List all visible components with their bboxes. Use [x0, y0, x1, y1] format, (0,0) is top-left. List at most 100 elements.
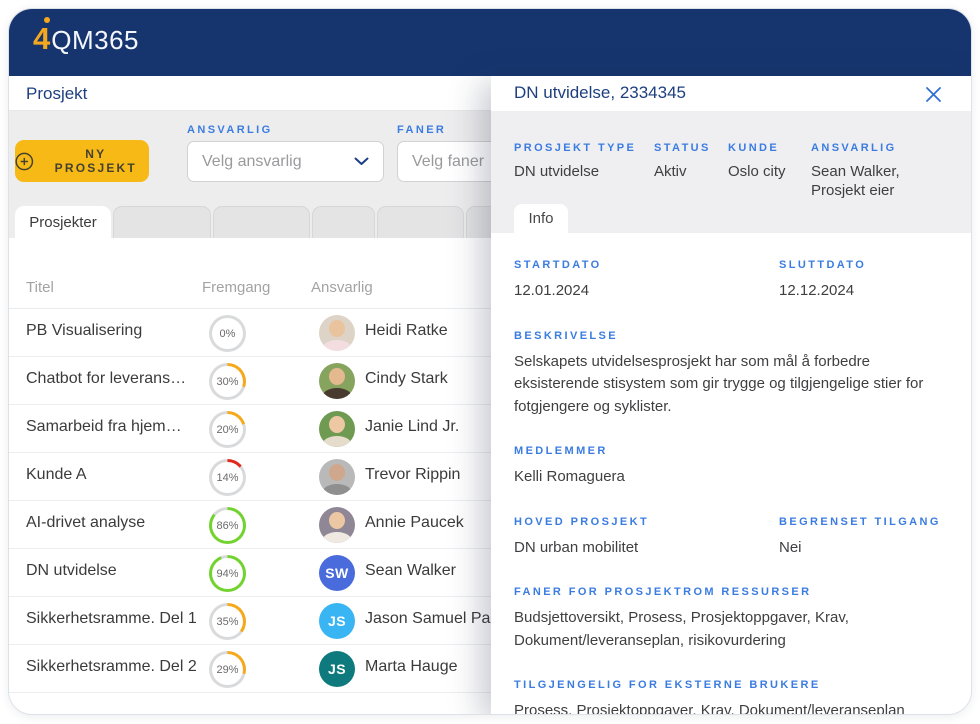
meta-kunde: KUNDE Oslo city — [728, 142, 811, 201]
project-title: Samarbeid fra hjem… — [26, 418, 182, 436]
tab-placeholder-4[interactable] — [377, 206, 464, 238]
meta-label: STATUS — [654, 142, 728, 154]
avatar: JS — [319, 651, 355, 687]
column-header-titel: Titel — [26, 279, 54, 296]
app-header: 4 QM365 — [9, 9, 971, 76]
meta-ansvarlig: ANSVARLIG Sean Walker, Prosjekt eier — [811, 142, 931, 201]
logo-dot-icon — [44, 17, 50, 23]
faner-filter-label: FANER — [397, 124, 446, 136]
progress-ring: 14% — [209, 459, 246, 496]
field-label: HOVED PROSJEKT — [514, 516, 779, 528]
field-value: Selskapets utvidelsesprosjekt har som må… — [514, 351, 948, 419]
panel-title-bar: DN utvidelse, 2334345 — [491, 76, 971, 111]
page-title: Prosjekt — [26, 84, 87, 104]
field-value: 12.01.2024 — [514, 280, 779, 303]
panel-meta-band: PROSJEKT TYPE DN utvidelse STATUS Aktiv … — [491, 111, 971, 233]
progress-value: 30% — [212, 366, 243, 397]
project-title: AI-drivet analyse — [26, 514, 145, 532]
progress-value: 20% — [212, 414, 243, 445]
progress-ring: 35% — [209, 603, 246, 640]
meta-label: PROSJEKT TYPE — [514, 142, 654, 154]
meta-value: Oslo city — [728, 163, 811, 182]
project-title: DN utvidelse — [26, 562, 117, 580]
project-detail-panel: DN utvidelse, 2334345 PROSJEKT TYPE DN u… — [491, 76, 971, 714]
progress-value: 35% — [212, 606, 243, 637]
field-startdato: STARTDATO 12.01.2024 — [514, 259, 779, 303]
progress-ring: 0% — [209, 315, 246, 352]
field-value: DN urban mobilitet — [514, 537, 779, 560]
ansvarlig-select[interactable]: Velg ansvarlig — [187, 141, 384, 182]
column-header-fremgang: Fremgang — [202, 279, 270, 296]
owner-name: Trevor Rippin — [365, 466, 460, 484]
logo-4-mark: 4 — [33, 23, 50, 54]
owner-name: Janie Lind Jr. — [365, 418, 459, 436]
tab-placeholder-2[interactable] — [213, 206, 310, 238]
brand-logo: 4 QM365 — [33, 23, 139, 54]
progress-ring: 20% — [209, 411, 246, 448]
progress-ring: 86% — [209, 507, 246, 544]
ansvarlig-select-placeholder: Velg ansvarlig — [202, 153, 354, 171]
project-title: PB Visualisering — [26, 322, 142, 340]
avatar: JS — [319, 603, 355, 639]
project-title: Kunde A — [26, 466, 87, 484]
field-label: MEDLEMMER — [514, 445, 948, 457]
project-title: Sikkerhetsramme. Del 2 — [26, 658, 197, 676]
owner-name: Annie Paucek — [365, 514, 464, 532]
field-label: SLUTTDATO — [779, 259, 866, 271]
panel-title: DN utvidelse, 2334345 — [514, 83, 686, 103]
field-beskrivelse: BESKRIVELSE Selskapets utvidelsesprosjek… — [514, 330, 948, 419]
owner-name: Marta Hauge — [365, 658, 458, 676]
progress-value: 86% — [212, 510, 243, 541]
owner-name: Heidi Ratke — [365, 322, 448, 340]
owner-name: Jason Samuel Paul — [365, 610, 503, 628]
app-window: 4 QM365 Prosjekt NY PROSJEKT ANSVARLIG V… — [8, 8, 972, 715]
field-begrenset-tilgang: BEGRENSET TILGANG Nei — [779, 516, 941, 560]
avatar — [319, 411, 355, 447]
field-value: Prosess, Prosjektoppgaver, Krav, Dokumen… — [514, 700, 948, 715]
field-value: 12.12.2024 — [779, 280, 866, 303]
tab-placeholder-3[interactable] — [312, 206, 375, 238]
field-label: BEGRENSET TILGANG — [779, 516, 941, 528]
field-label: BESKRIVELSE — [514, 330, 948, 342]
owner-name: Sean Walker — [365, 562, 456, 580]
meta-prosjekt-type: PROSJEKT TYPE DN utvidelse — [514, 142, 654, 201]
logo-name: QM365 — [51, 27, 139, 54]
plus-circle-icon — [15, 152, 34, 171]
field-medlemmer: MEDLEMMER Kelli Romaguera — [514, 445, 948, 489]
field-value: Budsjettoversikt, Prosess, Prosjektoppga… — [514, 607, 948, 652]
field-sluttdato: SLUTTDATO 12.12.2024 — [779, 259, 866, 303]
field-eksterne-brukere: TILGJENGELIG FOR EKSTERNE BRUKERE Proses… — [514, 679, 948, 715]
tab-info[interactable]: Info — [514, 204, 568, 233]
meta-value: Sean Walker, Prosjekt eier — [811, 163, 931, 201]
field-label: FANER FOR PROSJEKTROM RESSURSER — [514, 586, 948, 598]
list-tabs: Prosjekter — [15, 206, 508, 238]
avatar — [319, 363, 355, 399]
column-header-ansvarlig: Ansvarlig — [311, 279, 373, 296]
avatar — [319, 459, 355, 495]
progress-value: 94% — [212, 558, 243, 589]
new-project-button[interactable]: NY PROSJEKT — [15, 140, 149, 182]
field-value: Nei — [779, 537, 941, 560]
project-title: Chatbot for leverans… — [26, 370, 186, 388]
meta-value: DN utvidelse — [514, 163, 654, 182]
avatar: SW — [319, 555, 355, 591]
meta-label: KUNDE — [728, 142, 811, 154]
progress-value: 29% — [212, 654, 243, 685]
tab-placeholder-1[interactable] — [113, 206, 211, 238]
close-icon — [924, 85, 943, 104]
field-value: Kelli Romaguera — [514, 466, 948, 489]
close-button[interactable] — [921, 82, 945, 106]
meta-label: ANSVARLIG — [811, 142, 931, 154]
progress-ring: 30% — [209, 363, 246, 400]
progress-ring: 29% — [209, 651, 246, 688]
new-project-label: NY PROSJEKT — [43, 147, 149, 175]
progress-value: 14% — [212, 462, 243, 493]
avatar — [319, 315, 355, 351]
ansvarlig-filter-label: ANSVARLIG — [187, 124, 273, 136]
tab-prosjekter[interactable]: Prosjekter — [15, 206, 111, 238]
field-label: TILGJENGELIG FOR EKSTERNE BRUKERE — [514, 679, 948, 691]
progress-value: 0% — [212, 318, 243, 349]
field-label: STARTDATO — [514, 259, 779, 271]
avatar — [319, 507, 355, 543]
owner-name: Cindy Stark — [365, 370, 448, 388]
